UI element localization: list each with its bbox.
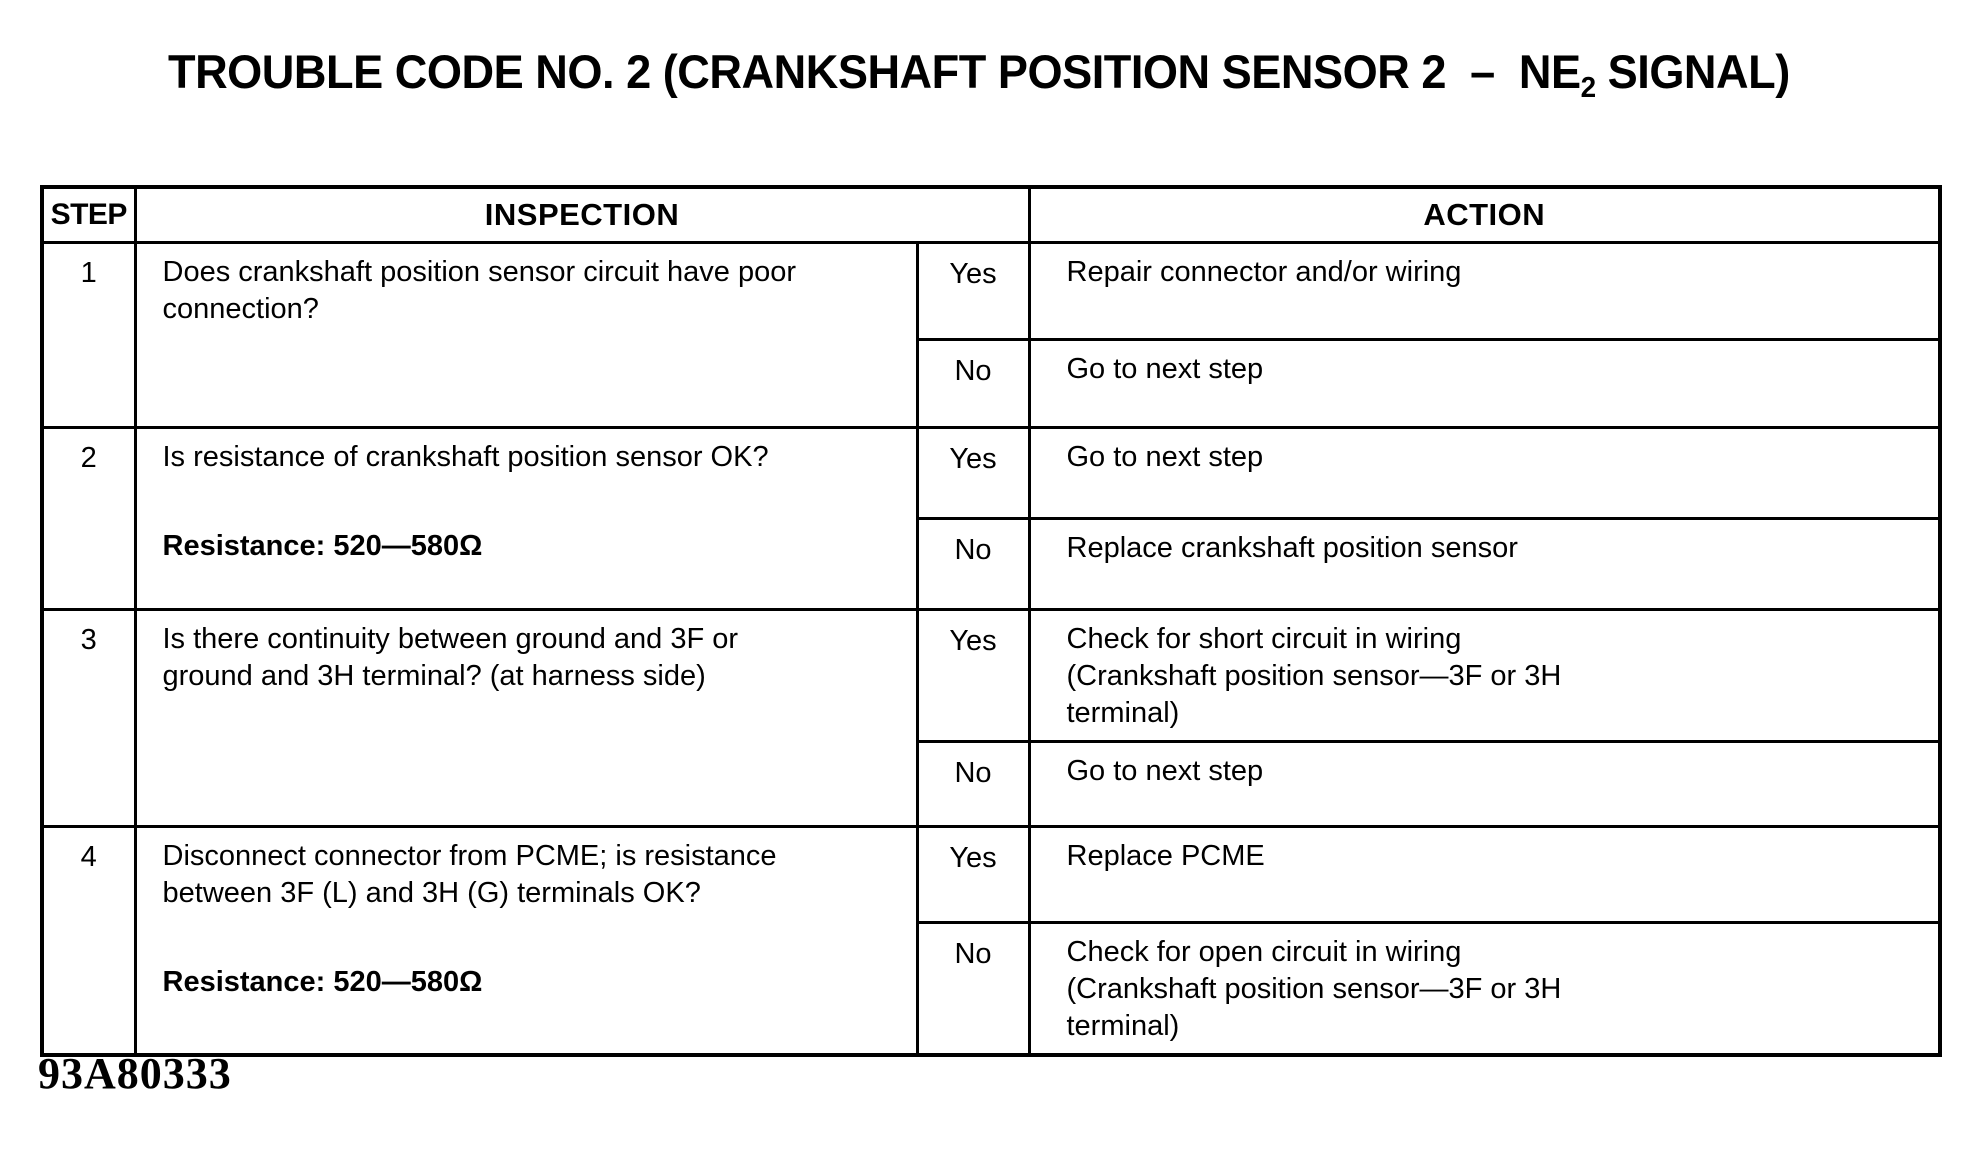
table-row-step4-yes: 4 Disconnect connector from PCME; is res… <box>40 824 1942 1056</box>
step-number: 2 <box>40 425 137 611</box>
page-title-suffix: SIGNAL) <box>1595 45 1791 98</box>
action-cell-yes: Repair connector and/or wiring <box>1027 240 1942 341</box>
document-code: 93A80333 <box>38 1049 232 1098</box>
table-row-step4-no: No Check for open circuit in wiring (Cra… <box>42 920 1942 1056</box>
step-number: 3 <box>40 607 137 828</box>
inspection-question: Disconnect connector from PCME; is resis… <box>162 839 777 909</box>
column-header-inspection: INSPECTION <box>133 185 1031 244</box>
page-title-text: TROUBLE CODE NO. 2 (CRANKSHAFT POSITION … <box>168 45 1581 98</box>
yes-label: Yes <box>915 607 1031 743</box>
page-title-subscript: 2 <box>1580 72 1596 104</box>
no-label: No <box>915 337 1031 429</box>
trouble-code-table: STEP INSPECTION ACTION 1 Does crankshaft… <box>40 185 1942 1057</box>
yes-label: Yes <box>915 824 1031 924</box>
inspection-cell: Does crankshaft position sensor circuit … <box>133 240 919 429</box>
inspection-question: Is resistance of crankshaft position sen… <box>162 440 769 473</box>
yes-label: Yes <box>915 425 1031 520</box>
action-cell-no: Check for open circuit in wiring (Cranks… <box>1027 920 1942 1056</box>
table-row-step3-no: No Go to next step <box>42 739 1942 828</box>
column-header-action: ACTION <box>1027 185 1942 244</box>
no-label: No <box>915 920 1031 1056</box>
no-label: No <box>915 516 1031 611</box>
action-cell-no: Replace crankshaft position sensor <box>1027 516 1942 611</box>
table-row-step1-no: No Go to next step <box>42 337 1942 429</box>
yes-label: Yes <box>915 240 1031 341</box>
resistance-spec: Resistance: 520—580Ω <box>162 529 483 562</box>
action-cell-yes: Replace PCME <box>1027 824 1942 924</box>
table-row-step2-no: No Replace crankshaft position sensor <box>42 516 1942 611</box>
table-header-row: STEP INSPECTION ACTION <box>40 185 1942 244</box>
inspection-question: Is there continuity between ground and 3… <box>162 622 739 692</box>
table-row-step1-yes: 1 Does crankshaft position sensor circui… <box>40 240 1942 429</box>
table-row-step3-yes: 3 Is there continuity between ground and… <box>40 607 1942 828</box>
action-cell-no: Go to next step <box>1027 739 1942 828</box>
table-row-step2-yes: 2 Is resistance of crankshaft position s… <box>40 425 1942 611</box>
page-title: TROUBLE CODE NO. 2 (CRANKSHAFT POSITION … <box>168 44 1790 105</box>
column-header-step: STEP <box>40 185 137 244</box>
inspection-question: Does crankshaft position sensor circuit … <box>162 255 796 325</box>
resistance-spec: Resistance: 520—580Ω <box>162 965 483 998</box>
step-number: 4 <box>40 824 137 1056</box>
action-cell-no: Go to next step <box>1027 337 1942 429</box>
inspection-cell: Disconnect connector from PCME; is resis… <box>133 824 919 1056</box>
step-number: 1 <box>40 240 137 429</box>
inspection-cell: Is there continuity between ground and 3… <box>133 607 919 828</box>
action-cell-yes: Go to next step <box>1027 425 1942 520</box>
inspection-cell: Is resistance of crankshaft position sen… <box>133 425 919 611</box>
action-cell-yes: Check for short circuit in wiring (Crank… <box>1027 607 1942 743</box>
no-label: No <box>915 739 1031 828</box>
